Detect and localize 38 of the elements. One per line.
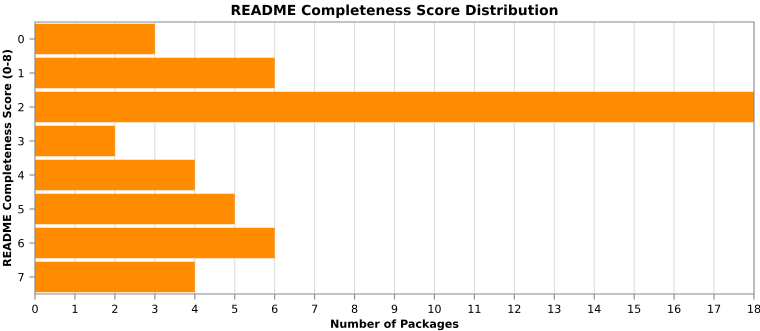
bar xyxy=(35,92,754,122)
chart-title: README Completeness Score Distribution xyxy=(232,4,558,18)
y-tick-label: 1 xyxy=(18,69,24,78)
x-tick-label: 7 xyxy=(312,304,318,313)
x-tick-label: 14 xyxy=(588,304,601,313)
y-tick-label: 6 xyxy=(18,238,24,248)
x-tick-label: 6 xyxy=(272,304,278,314)
x-tick-label: 4 xyxy=(192,304,198,313)
y-tick-label: 5 xyxy=(18,205,24,214)
x-tick-label: 0 xyxy=(32,304,38,314)
bar xyxy=(35,126,115,156)
x-tick-label: 13 xyxy=(548,304,560,314)
x-tick-label: 8 xyxy=(352,304,358,314)
y-axis-title: README Completeness Score (0-8) xyxy=(2,50,14,266)
y-tick-label: 7 xyxy=(18,273,24,282)
x-tick-label: 15 xyxy=(628,304,640,314)
y-tick-label: 2 xyxy=(18,102,24,112)
x-tick-label: 5 xyxy=(232,304,238,314)
x-tick-label: 18 xyxy=(748,304,760,314)
x-tick-label: 9 xyxy=(392,304,398,314)
x-tick-label: 12 xyxy=(508,304,520,313)
y-tick-label: 0 xyxy=(18,34,24,44)
x-tick-label: 1 xyxy=(72,304,78,313)
x-tick-label: 10 xyxy=(428,304,441,314)
x-axis-title: Number of Packages xyxy=(331,319,458,330)
x-tick-label: 3 xyxy=(152,304,158,314)
bar xyxy=(35,228,275,258)
x-tick-label: 16 xyxy=(668,304,680,314)
bar xyxy=(35,58,275,88)
x-tick-label: 11 xyxy=(468,304,480,313)
y-tick-label: 3 xyxy=(18,136,24,146)
bar xyxy=(35,160,195,190)
x-tick-label: 2 xyxy=(112,304,118,313)
bar xyxy=(35,262,195,292)
bar xyxy=(35,194,235,224)
bar xyxy=(35,24,155,54)
x-tick-label: 17 xyxy=(708,304,720,313)
y-tick-label: 4 xyxy=(18,171,24,180)
